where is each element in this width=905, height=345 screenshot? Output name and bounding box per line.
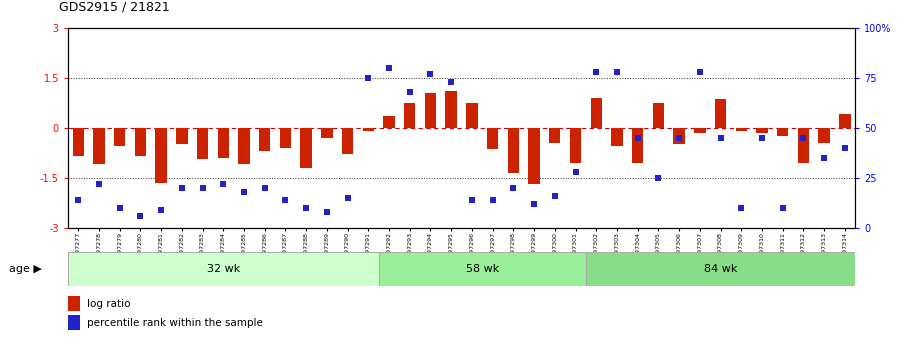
Text: age ▶: age ▶: [9, 264, 42, 274]
Point: [237, 189, 252, 195]
Bar: [135, 128, 146, 156]
Bar: [217, 128, 229, 158]
Bar: [68, 252, 378, 286]
Bar: [156, 128, 167, 183]
Bar: [466, 103, 478, 128]
Point: [382, 65, 396, 70]
Bar: [611, 128, 623, 146]
Bar: [736, 128, 747, 131]
Bar: [653, 103, 664, 128]
Bar: [487, 128, 499, 149]
Bar: [529, 128, 539, 184]
Point: [838, 145, 853, 150]
Bar: [114, 128, 126, 146]
Bar: [424, 92, 436, 128]
Bar: [673, 128, 685, 144]
Bar: [715, 99, 726, 128]
Point: [71, 197, 85, 203]
Point: [91, 181, 106, 186]
Point: [692, 69, 707, 75]
Point: [154, 207, 168, 213]
Bar: [694, 128, 706, 132]
Bar: [839, 114, 851, 128]
Bar: [591, 98, 602, 128]
Point: [631, 135, 645, 140]
Point: [112, 205, 127, 210]
Point: [319, 209, 334, 215]
Point: [755, 135, 769, 140]
Point: [589, 69, 604, 75]
Bar: [404, 103, 415, 128]
Bar: [300, 128, 312, 168]
Point: [651, 175, 665, 180]
Bar: [508, 128, 519, 172]
Bar: [384, 116, 395, 128]
Bar: [280, 128, 291, 148]
Bar: [176, 128, 187, 144]
Bar: [818, 128, 830, 142]
Point: [403, 89, 417, 95]
Point: [278, 197, 292, 203]
Point: [568, 169, 583, 175]
Point: [734, 205, 748, 210]
Bar: [197, 128, 208, 159]
Point: [610, 69, 624, 75]
Point: [817, 155, 832, 160]
Point: [361, 75, 376, 80]
Point: [424, 71, 438, 76]
Point: [133, 213, 148, 218]
Point: [527, 201, 541, 206]
Bar: [259, 128, 271, 151]
Bar: [549, 128, 560, 142]
Bar: [363, 128, 374, 131]
Bar: [570, 128, 581, 162]
Point: [506, 185, 520, 190]
Point: [444, 79, 459, 85]
Point: [175, 185, 189, 190]
Text: percentile rank within the sample: percentile rank within the sample: [87, 318, 262, 328]
Bar: [238, 128, 250, 164]
Bar: [445, 91, 457, 128]
Text: GDS2915 / 21821: GDS2915 / 21821: [59, 1, 169, 14]
Bar: [378, 252, 586, 286]
Bar: [68, 315, 81, 330]
Text: log ratio: log ratio: [87, 299, 130, 308]
Bar: [342, 128, 353, 154]
Bar: [93, 128, 105, 164]
Point: [776, 205, 790, 210]
Bar: [68, 296, 81, 310]
Text: 84 wk: 84 wk: [704, 264, 738, 274]
Text: 32 wk: 32 wk: [206, 264, 240, 274]
Bar: [777, 128, 788, 136]
Point: [340, 195, 355, 200]
Point: [485, 197, 500, 203]
Point: [548, 193, 562, 198]
Bar: [586, 252, 855, 286]
Point: [257, 185, 272, 190]
Point: [299, 205, 313, 210]
Text: 58 wk: 58 wk: [466, 264, 499, 274]
Point: [195, 185, 210, 190]
Bar: [797, 128, 809, 162]
Point: [464, 197, 479, 203]
Bar: [757, 128, 767, 132]
Point: [713, 135, 728, 140]
Point: [216, 181, 231, 186]
Bar: [321, 128, 332, 138]
Bar: [632, 128, 643, 162]
Point: [672, 135, 686, 140]
Point: [796, 135, 811, 140]
Bar: [72, 128, 84, 156]
